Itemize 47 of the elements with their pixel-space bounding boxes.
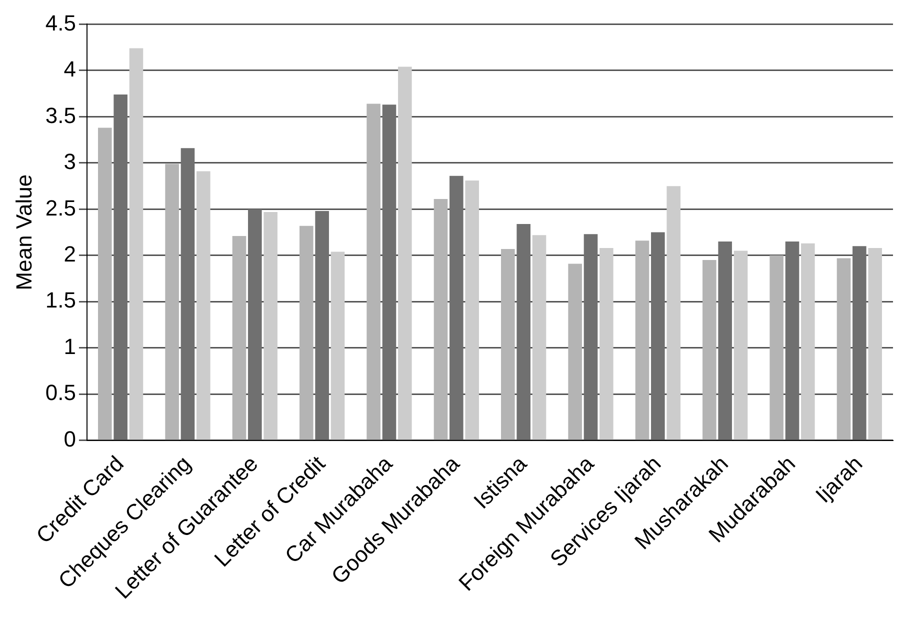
- bar: [330, 252, 345, 440]
- bar: [382, 104, 396, 440]
- bar: [465, 180, 479, 440]
- y-tick-label: 3.5: [45, 102, 76, 128]
- bar: [165, 164, 179, 440]
- bar: [651, 232, 665, 440]
- bar: [770, 255, 784, 440]
- bar: [398, 66, 412, 440]
- bar: [114, 94, 128, 440]
- bar: [180, 148, 195, 440]
- bar: [315, 211, 329, 440]
- bar: [852, 246, 866, 440]
- y-tick-label: 1: [64, 334, 76, 359]
- bar: [568, 264, 582, 440]
- y-tick-label: 4.5: [45, 10, 76, 36]
- bar: [232, 236, 246, 440]
- bar: [98, 128, 112, 440]
- y-tick-label: 4: [64, 56, 76, 82]
- bar: [516, 224, 530, 440]
- bar: [734, 250, 748, 440]
- y-tick-label: 1.5: [45, 288, 76, 313]
- bar: [450, 176, 464, 440]
- bar: [248, 209, 262, 440]
- y-tick-label: 2: [64, 241, 76, 266]
- bar: [868, 248, 882, 440]
- bar: [434, 199, 448, 440]
- y-tick-label: 2.5: [45, 195, 76, 220]
- bar: [366, 104, 380, 440]
- bar: [264, 212, 278, 440]
- bar: [600, 248, 614, 440]
- bar: [635, 240, 650, 440]
- bar: [718, 242, 732, 440]
- y-tick-label: 0: [64, 426, 76, 452]
- bar: [836, 258, 851, 440]
- y-tick-label: 3: [64, 149, 76, 174]
- bar: [702, 260, 716, 440]
- bar: [584, 234, 598, 440]
- bar: [666, 186, 680, 440]
- bar: [196, 171, 210, 440]
- bar: [785, 242, 800, 440]
- bar: [501, 248, 515, 440]
- y-axis-title: Mean Value: [11, 174, 36, 290]
- bar: [801, 243, 815, 440]
- y-tick-label: 0.5: [45, 380, 76, 406]
- bar: [129, 48, 144, 440]
- bar: [300, 226, 314, 440]
- bar: [532, 235, 546, 440]
